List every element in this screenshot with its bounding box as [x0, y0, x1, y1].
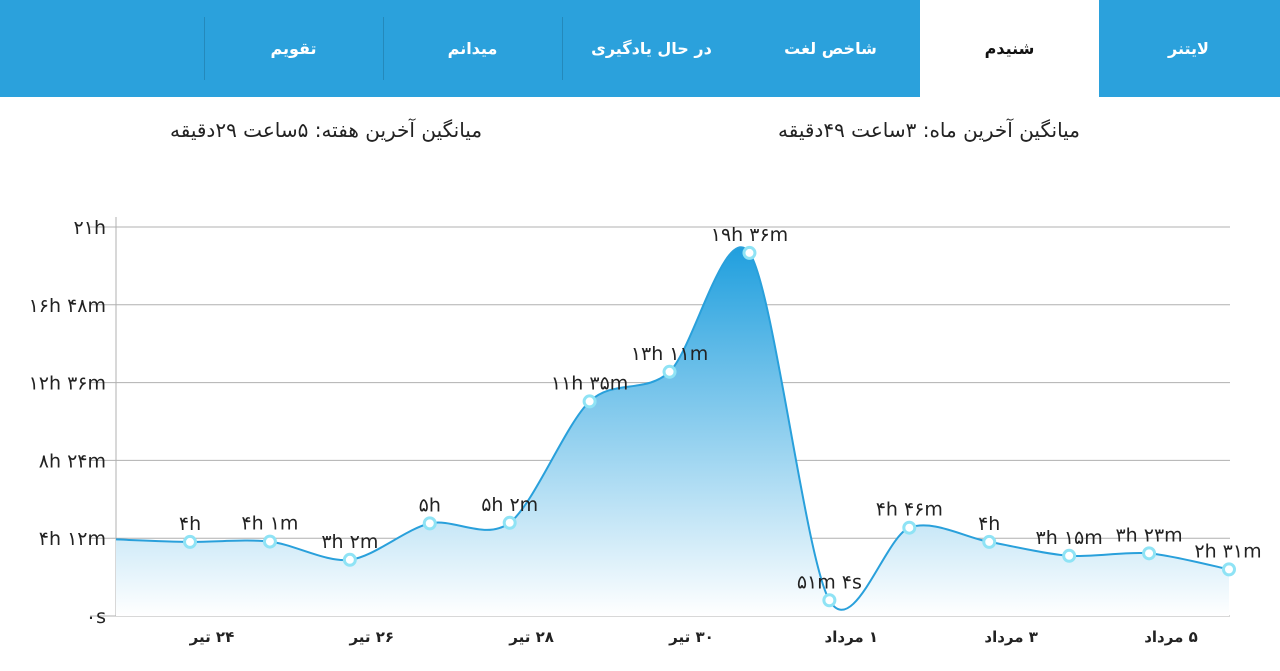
- data-point[interactable]: [422, 516, 437, 531]
- study-time-chart: ۰s ۴h ۱۲m ۸h ۲۴m ۱۲h ۳۶m ۱۶h ۴۸m ۲۱h ۲۴ تیر ۲۶…: [29, 217, 1262, 646]
- tab-known[interactable]: میدانم: [383, 0, 562, 97]
- tab-label: لایتنر: [1168, 39, 1209, 58]
- tab-calendar[interactable]: تقویم: [204, 0, 383, 97]
- data-label: ۴h: [179, 513, 201, 535]
- data-point[interactable]: [742, 245, 757, 260]
- data-label: ۱۹h ۳۶m: [711, 224, 788, 246]
- tab-label: در حال یادگیری: [591, 39, 712, 58]
- month-average: میانگین آخرین ماه: ۳ساعت ۴۹دقیقه: [778, 118, 1080, 142]
- y-tick-label: ۰s: [86, 606, 106, 628]
- data-point[interactable]: [183, 534, 197, 549]
- data-point[interactable]: [1142, 546, 1157, 561]
- tab-learning[interactable]: در حال یادگیری: [562, 0, 741, 97]
- x-tick-label: ۳۰ تیر: [668, 628, 714, 646]
- series-line: [115, 246, 1230, 611]
- area-fill: [116, 247, 1229, 616]
- data-point[interactable]: [262, 534, 277, 549]
- tab-bar: لایتنر شنیدم شاخص لغت در حال یادگیری مید…: [0, 0, 1280, 97]
- data-point[interactable]: [822, 593, 837, 608]
- y-tick-label: ۴h ۱۲m: [39, 528, 106, 550]
- data-point[interactable]: [662, 364, 677, 379]
- data-label: ۳h ۱۵m: [1036, 527, 1103, 549]
- week-average: میانگین آخرین هفته: ۵ساعت ۲۹دقیقه: [170, 118, 483, 142]
- x-tick-label: ۱ مرداد: [825, 628, 879, 646]
- tab-label: تقویم: [270, 39, 317, 58]
- data-label: ۴h ۱m: [241, 513, 298, 535]
- data-label: ۳h ۲m: [321, 531, 378, 553]
- data-label: ۲h ۳۱m: [1194, 540, 1261, 562]
- tab-label: میدانم: [447, 39, 498, 58]
- tab-label: شاخص لغت: [784, 39, 877, 58]
- data-label: ۱۱h ۳۵m: [551, 372, 628, 394]
- data-label: ۴h ۴۶m: [876, 499, 943, 521]
- x-tick-label: ۲۴ تیر: [189, 628, 235, 646]
- data-label: ۵h: [419, 494, 441, 516]
- tab-word-index[interactable]: شاخص لغت: [741, 0, 920, 97]
- data-point[interactable]: [1062, 548, 1077, 563]
- tab-label: شنیدم: [984, 39, 1035, 58]
- y-tick-label: ۱۶h ۴۸m: [29, 295, 106, 317]
- data-point[interactable]: [502, 515, 517, 530]
- data-point[interactable]: [902, 520, 917, 535]
- y-tick-label: ۲۱h: [74, 217, 106, 239]
- data-label: ۴h: [978, 513, 1000, 535]
- data-point[interactable]: [582, 394, 597, 409]
- x-tick-label: ۲۶ تیر: [348, 628, 394, 646]
- data-label: ۵۱m ۴s: [797, 571, 862, 593]
- tab-leitner[interactable]: لایتنر: [1099, 0, 1278, 97]
- y-tick-label: ۱۲h ۳۶m: [29, 373, 106, 395]
- x-tick-label: ۲۸ تیر: [508, 628, 554, 646]
- y-tick-label: ۸h ۲۴m: [39, 450, 106, 472]
- data-point[interactable]: [342, 552, 357, 567]
- tab-heard[interactable]: شنیدم: [920, 0, 1099, 97]
- data-point[interactable]: [1222, 562, 1236, 577]
- x-tick-label: ۵ مرداد: [1144, 628, 1198, 646]
- data-label: ۱۳h ۱۱m: [631, 343, 708, 365]
- data-label: ۵h ۲m: [481, 494, 538, 516]
- x-tick-label: ۳ مرداد: [984, 628, 1038, 646]
- data-point[interactable]: [982, 534, 997, 549]
- data-label: ۳h ۲۳m: [1115, 524, 1182, 546]
